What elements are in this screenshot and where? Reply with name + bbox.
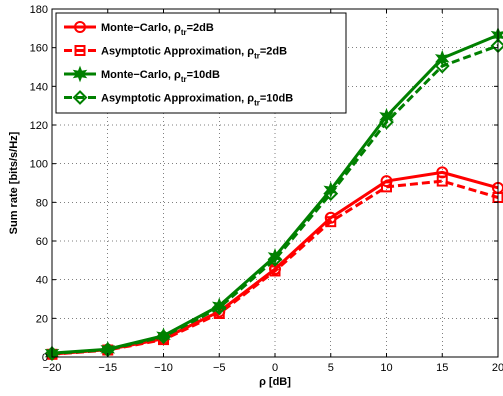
x-tick-label: −15 [98, 362, 117, 374]
y-tick-label: 180 [30, 4, 48, 16]
series-4-point [156, 329, 171, 345]
y-tick-label: 80 [36, 197, 48, 209]
y-tick-label: 100 [30, 159, 48, 171]
series-2-point [325, 216, 337, 228]
legend-box [55, 12, 347, 114]
y-tick-label: 20 [36, 313, 48, 325]
y-tick-label: 60 [36, 236, 48, 248]
series-2-point [381, 181, 392, 193]
x-tick-label: 5 [328, 362, 334, 374]
x-tick-label: −10 [154, 362, 173, 374]
legend-entry-3: Monte−Carlo, ρtr=10dB [101, 69, 220, 84]
legend: Monte−Carlo, ρtr=2dB Asymptotic Approxima… [55, 12, 347, 114]
legend-swatch-marker [72, 65, 88, 83]
x-tick-label: −5 [213, 362, 226, 374]
legend-entry-4: Asymptotic Approximation, ρtr=10dB [101, 93, 293, 108]
series-4-point [267, 251, 283, 267]
legend-swatch-marker [74, 45, 86, 56]
x-tick-label: 20 [492, 362, 503, 374]
x-tick-label: 15 [436, 362, 448, 374]
series-4-point [379, 114, 394, 130]
series-4-point [211, 300, 227, 316]
x-axis-label: ρ [dB] [259, 376, 291, 388]
series-4-point [44, 346, 60, 361]
y-tick-label: 0 [42, 352, 48, 364]
legend-swatch-marker [74, 21, 86, 33]
series-4 [44, 38, 503, 361]
legend-entry-1: Monte−Carlo, ρtr=2dB [101, 22, 214, 37]
axis-ticks: −20 −15 −10 −5 0 5 10 15 20 0 20 40 60 80 100 120 140 160… [30, 4, 503, 374]
series-4-point [434, 58, 450, 74]
series-4-line [51, 44, 499, 356]
series-3-point [323, 181, 339, 199]
x-tick-label: 10 [380, 362, 392, 374]
series-2-point [436, 175, 448, 187]
series-4-point [323, 186, 339, 202]
x-tick-label: −20 [43, 362, 62, 374]
legend-entry-2: Asymptotic Approximation, ρtr=2dB [101, 46, 287, 61]
y-axis-label: Sum rate [bits/s/Hz] [8, 131, 20, 234]
y-tick-label: 120 [30, 120, 48, 132]
y-tick-label: 40 [36, 275, 48, 287]
x-tick-label: 0 [272, 362, 278, 374]
y-tick-label: 160 [30, 43, 48, 55]
legend-swatch-marker [72, 90, 88, 105]
y-tick-label: 140 [30, 81, 48, 93]
